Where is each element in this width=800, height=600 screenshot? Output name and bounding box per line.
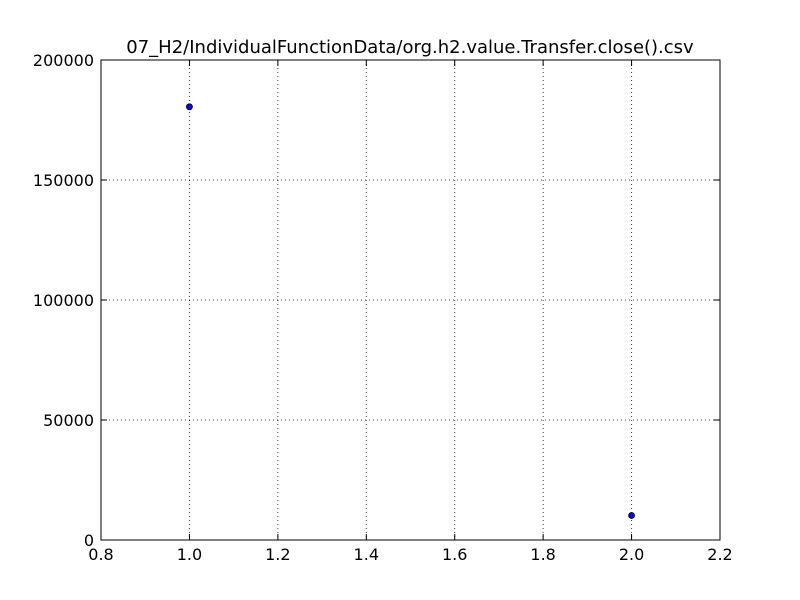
x-tick-label: 1.8: [530, 545, 555, 564]
y-tick-label: 100000: [33, 291, 94, 310]
scatter-point: [628, 512, 635, 519]
grid-lines: [101, 60, 720, 540]
axes-frame: [100, 59, 721, 541]
x-tick-label: 0.8: [88, 545, 113, 564]
x-tick-label: 2.0: [619, 545, 644, 564]
plot-area: [100, 59, 721, 541]
y-axis-tick-labels: 0 50000 100000 150000 200000: [33, 51, 94, 550]
x-tick-label: 1.2: [265, 545, 290, 564]
y-tick-label: 50000: [43, 411, 94, 430]
y-tick-label: 0: [84, 531, 94, 550]
x-tick-label: 2.2: [707, 545, 732, 564]
data-points: [186, 103, 635, 519]
y-tick-label: 200000: [33, 51, 94, 70]
y-tick-label: 150000: [33, 171, 94, 190]
plot-background: [101, 60, 720, 540]
x-tick-label: 1.0: [177, 545, 202, 564]
x-axis-tick-labels: 0.8 1.0 1.2 1.4 1.6 1.8 2.0 2.2: [88, 545, 732, 564]
x-tick-label: 1.4: [354, 545, 379, 564]
scatter-point: [186, 103, 193, 111]
x-tick-label: 1.6: [442, 545, 467, 564]
chart-title: 07_H2/IndividualFunctionData/org.h2.valu…: [126, 37, 694, 58]
